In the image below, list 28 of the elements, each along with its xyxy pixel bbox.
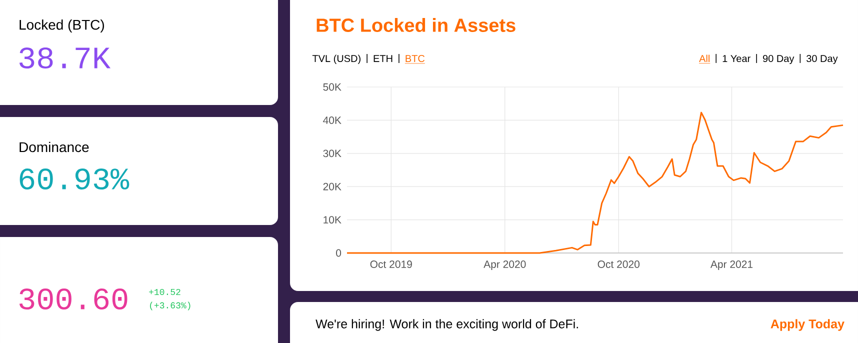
text: 30 Day — [806, 54, 838, 64]
x-tick-label: Apr 2021 — [710, 260, 753, 270]
text: 1 Year — [722, 55, 750, 62]
text: 90 Day — [763, 54, 794, 64]
y-tick-label: 0 — [336, 249, 342, 257]
text: Dominance — [20, 142, 89, 152]
y-tick-label: 20K — [323, 182, 342, 190]
text: 300.60 — [19, 288, 128, 310]
text: ETH — [374, 55, 392, 62]
chart-title: BTC Locked in Assets — [316, 18, 516, 32]
y-tick-label: 50K — [323, 83, 342, 91]
text: BTC — [406, 54, 425, 62]
text: 38.7K — [19, 47, 111, 69]
x-tick-label: Oct 2020 — [598, 260, 640, 268]
text: +10.52 — [149, 288, 180, 296]
y-tick-label: 30K — [323, 150, 342, 158]
text: All — [699, 54, 710, 62]
line-series — [346, 112, 844, 254]
text: (+3.63%) — [150, 302, 190, 310]
x-tick-label: Oct 2019 — [370, 260, 412, 268]
y-tick-label: 40K — [323, 116, 342, 124]
text: We're hiring! Work in the exciting world of DeFi. — [316, 319, 578, 331]
text: TVL (USD) — [312, 54, 360, 64]
text: Locked (BTC) — [20, 19, 104, 33]
text: Apply Today — [770, 319, 844, 331]
x-tick-label: Apr 2020 — [484, 260, 526, 270]
text: 60.93% — [20, 168, 130, 190]
y-tick-label: 10K — [324, 216, 342, 224]
